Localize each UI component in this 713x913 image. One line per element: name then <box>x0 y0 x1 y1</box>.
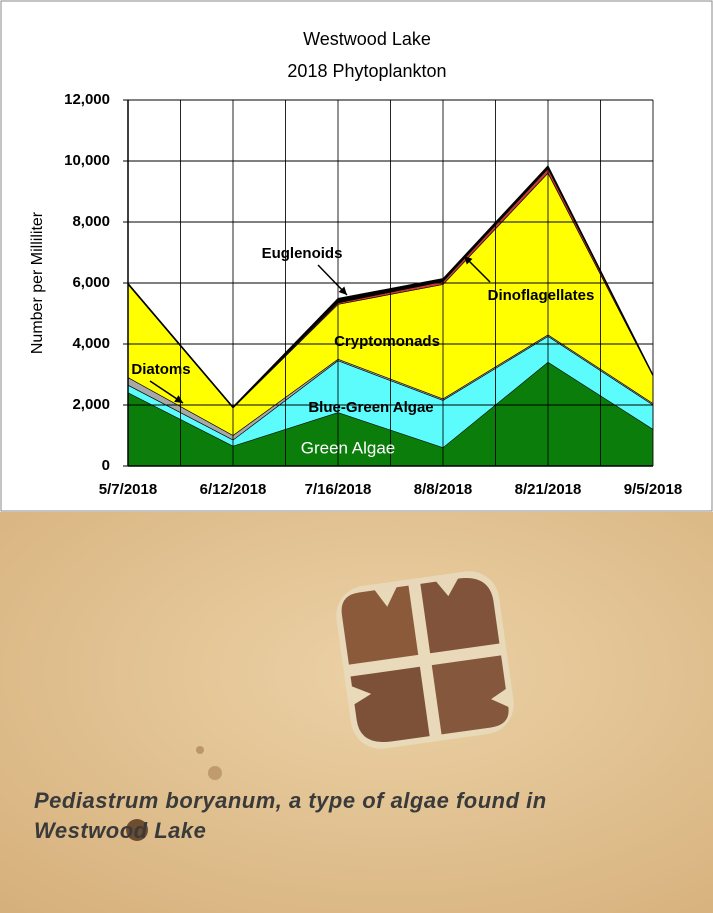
series-label: Dinoflagellates <box>488 287 595 304</box>
x-tick-label: 9/5/2018 <box>624 481 682 498</box>
chart-subtitle: 2018 Phytoplankton <box>287 61 446 81</box>
x-tick-label: 5/7/2018 <box>99 481 157 498</box>
caption: Pediastrum boryanum, a type of algae fou… <box>34 788 547 843</box>
x-tick-label: 7/16/2018 <box>305 481 372 498</box>
series-label: Green Algae <box>301 438 396 457</box>
x-tick-label: 6/12/2018 <box>200 481 267 498</box>
series-label: Diatoms <box>131 361 190 378</box>
arrow-head <box>338 286 347 295</box>
area <box>128 362 653 466</box>
particle <box>126 819 148 841</box>
y-tick-label: 8,000 <box>72 213 110 230</box>
y-axis-label: Number per Milliliter <box>29 211 46 354</box>
y-tick-label: 4,000 <box>72 335 110 352</box>
arrow-head <box>174 395 183 403</box>
x-tick-label: 8/21/2018 <box>515 481 582 498</box>
series-label: Blue-Green Algae <box>308 399 433 416</box>
y-tick-label: 6,000 <box>72 274 110 291</box>
y-tick-label: 12,000 <box>64 91 110 108</box>
x-tick-label: 8/8/2018 <box>414 481 472 498</box>
y-tick-label: 2,000 <box>72 396 110 413</box>
chart-title: Westwood Lake <box>303 29 431 49</box>
y-tick-label: 10,000 <box>64 152 110 169</box>
particle <box>196 746 204 754</box>
particle <box>208 766 222 780</box>
series-label: Cryptomonads <box>334 333 440 350</box>
pediastrum <box>336 571 514 749</box>
y-tick-label: 0 <box>102 457 110 474</box>
arrow-head <box>464 256 473 265</box>
series-label: Euglenoids <box>262 245 343 262</box>
